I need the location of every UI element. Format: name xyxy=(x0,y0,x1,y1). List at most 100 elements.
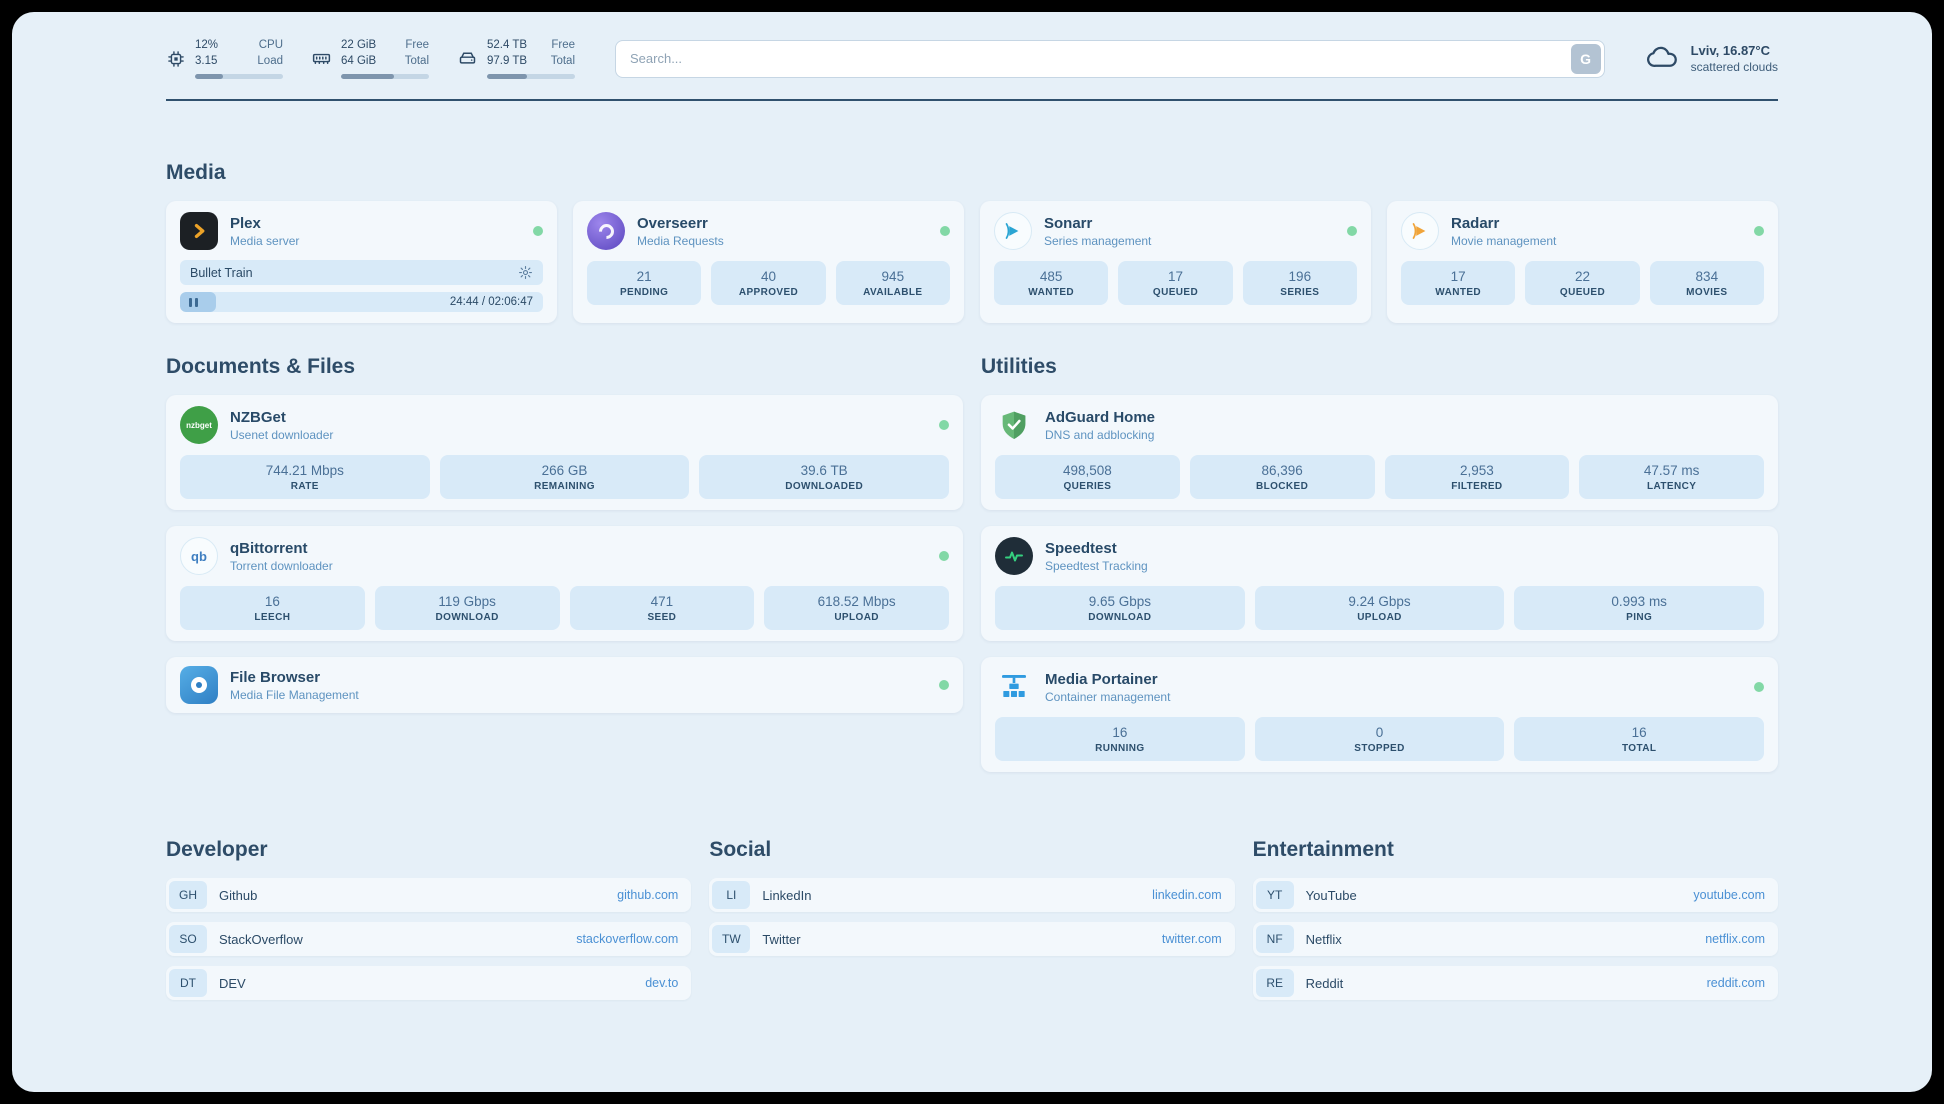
stat-box: 0 STOPPED xyxy=(1254,717,1505,761)
topbar: 12% 3.15 CPU Load xyxy=(166,38,1778,79)
stat-box: 86,396 BLOCKED xyxy=(1189,455,1375,499)
bookmark-stackoverflow[interactable]: SO StackOverflow stackoverflow.com xyxy=(166,922,692,956)
stat-label: FILTERED xyxy=(1451,480,1503,492)
plex-card: Plex Media server Bullet Train xyxy=(166,201,557,323)
stat-box: 498,508 QUERIES xyxy=(995,455,1180,499)
adguard-icon[interactable] xyxy=(995,406,1033,444)
adguard-card: AdGuard Home DNS and adblocking 498,508 … xyxy=(981,395,1778,510)
stat-label: STOPPED xyxy=(1354,742,1405,754)
section-developer: Developer GH Github github.com SO StackO… xyxy=(166,838,692,1010)
bookmark-netflix[interactable]: NF Netflix netflix.com xyxy=(1252,922,1778,956)
stat-label: QUERIES xyxy=(1063,480,1112,492)
stat-box: 0.993 ms PING xyxy=(1514,586,1765,630)
speedtest-link[interactable]: Speedtest xyxy=(1045,539,1117,557)
stat-box: 196 SERIES xyxy=(1242,261,1357,305)
radarr-link[interactable]: Radarr xyxy=(1451,214,1500,232)
sonarr-icon[interactable] xyxy=(994,212,1032,250)
sonarr-link[interactable]: Sonarr xyxy=(1044,214,1093,232)
cpu-usage-value: 12% xyxy=(195,39,219,52)
bookmark-abbr: SO xyxy=(169,925,207,953)
stat-label: TOTAL xyxy=(1621,742,1657,754)
stat-value: 16 xyxy=(1631,724,1647,740)
stat-label: WANTED xyxy=(1435,286,1482,298)
portainer-icon[interactable] xyxy=(995,668,1033,706)
stat-value: 498,508 xyxy=(1062,462,1112,478)
section-title-social: Social xyxy=(709,838,772,861)
speedtest-card: Speedtest Speedtest Tracking 9.65 Gbps D… xyxy=(981,526,1778,641)
plex-link[interactable]: Plex xyxy=(230,214,261,232)
bookmark-url: youtube.com xyxy=(1693,888,1765,902)
stat-box: 17 QUEUED xyxy=(1118,261,1233,305)
bookmark-abbr: LI xyxy=(712,881,751,909)
portainer-link[interactable]: Media Portainer xyxy=(1045,670,1158,688)
section-utilities: Utilities AdGuard Home DNS and adblockin… xyxy=(981,355,1778,772)
stat-value: 0.993 ms xyxy=(1611,593,1667,609)
stat-box: 471 SEED xyxy=(569,586,755,630)
filebrowser-icon[interactable] xyxy=(180,666,218,704)
overseerr-description: Media Requests xyxy=(637,233,724,248)
status-dot xyxy=(940,226,950,236)
weather-condition: scattered clouds xyxy=(1690,60,1778,74)
status-dot xyxy=(1754,682,1764,692)
adguard-link[interactable]: AdGuard Home xyxy=(1045,408,1156,426)
stat-box: 266 GB REMAINING xyxy=(439,455,690,499)
stat-box: 16 LEECH xyxy=(180,586,365,630)
bookmark-linkedin[interactable]: LI LinkedIn linkedin.com xyxy=(709,878,1235,912)
bookmark-url: reddit.com xyxy=(1706,976,1765,990)
stat-label: QUEUED xyxy=(1559,286,1606,298)
status-dot xyxy=(1347,226,1357,236)
bookmark-github[interactable]: GH Github github.com xyxy=(166,878,692,912)
stat-value: 618.52 Mbps xyxy=(817,593,896,609)
pause-icon[interactable] xyxy=(189,297,198,307)
overseerr-link[interactable]: Overseerr xyxy=(637,214,708,232)
qbittorrent-link[interactable]: qBittorrent xyxy=(230,539,308,557)
stat-value: 945 xyxy=(881,268,905,284)
memory-total-value: 64 GiB xyxy=(341,55,377,67)
stat-box: 2,953 FILTERED xyxy=(1384,455,1570,499)
cpu-label: CPU xyxy=(258,39,283,52)
bookmark-url: netflix.com xyxy=(1705,932,1765,946)
nzbget-link[interactable]: NZBGet xyxy=(230,408,286,426)
stat-value: 834 xyxy=(1695,268,1719,284)
speedtest-icon[interactable] xyxy=(995,537,1033,575)
section-entertainment: Entertainment YT YouTube youtube.com NF … xyxy=(1252,838,1778,1010)
stat-value: 485 xyxy=(1039,268,1063,284)
nzbget-icon[interactable]: nzbget xyxy=(180,406,218,444)
plex-icon[interactable] xyxy=(180,212,218,250)
memory-icon xyxy=(311,48,332,69)
stat-label: SERIES xyxy=(1280,286,1320,298)
bookmark-youtube[interactable]: YT YouTube youtube.com xyxy=(1252,878,1778,912)
overseerr-icon[interactable] xyxy=(587,212,625,250)
bookmark-reddit[interactable]: RE Reddit reddit.com xyxy=(1252,966,1778,1000)
disk-icon xyxy=(457,48,478,69)
stat-value: 22 xyxy=(1574,268,1590,284)
bookmark-name: YouTube xyxy=(1305,887,1357,903)
stat-label: AVAILABLE xyxy=(863,286,923,298)
gear-icon[interactable] xyxy=(518,265,533,280)
disk-progressbar xyxy=(487,73,575,79)
stat-value: 266 GB xyxy=(541,462,588,478)
bookmark-twitter[interactable]: TW Twitter twitter.com xyxy=(709,922,1235,956)
now-playing-title: Bullet Train xyxy=(190,265,253,280)
bookmark-dev[interactable]: DT DEV dev.to xyxy=(166,966,692,1000)
filebrowser-link[interactable]: File Browser xyxy=(230,668,321,686)
stat-label: DOWNLOAD xyxy=(435,611,499,623)
stat-label: UPLOAD xyxy=(834,611,879,623)
stat-value: 39.6 TB xyxy=(800,462,848,478)
stat-value: 744.21 Mbps xyxy=(265,462,344,478)
disk-total-value: 97.9 TB xyxy=(487,55,528,67)
status-dot xyxy=(939,551,949,561)
bookmark-url: stackoverflow.com xyxy=(576,932,679,946)
status-dot xyxy=(939,420,949,430)
stat-value: 16 xyxy=(1112,724,1128,740)
stat-label: REMAINING xyxy=(534,480,595,492)
search-input[interactable] xyxy=(615,39,1605,78)
stat-value: 16 xyxy=(264,593,280,609)
search-provider-button[interactable]: G xyxy=(1570,43,1601,74)
radarr-icon[interactable] xyxy=(1401,212,1439,250)
radarr-description: Movie management xyxy=(1451,233,1557,248)
qbittorrent-icon[interactable]: qb xyxy=(180,537,218,575)
section-title-media: Media xyxy=(166,161,226,184)
bookmark-url: dev.to xyxy=(645,976,679,990)
system-resources: 12% 3.15 CPU Load xyxy=(166,38,575,79)
